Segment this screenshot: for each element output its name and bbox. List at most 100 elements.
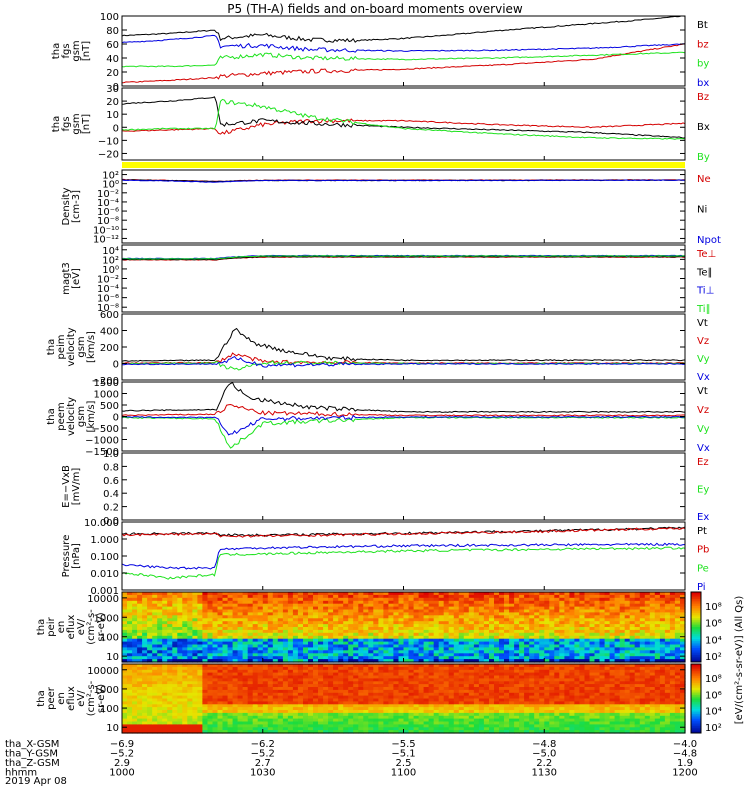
y-axis-label-2: Density[cm-3] — [61, 187, 82, 225]
y-tick-label-5-5: −1000 — [85, 436, 119, 447]
legend-4-3: Vx — [697, 372, 710, 383]
spectrogram-cell — [620, 633, 626, 637]
spectrogram-cell — [353, 615, 359, 619]
spectrogram-cell — [524, 633, 530, 637]
spectrogram-cell — [137, 650, 143, 654]
y-tick-label-4-0: 600 — [100, 310, 119, 321]
legend-6-0: Ez — [697, 457, 709, 468]
spectrogram-cell — [625, 598, 631, 602]
spectrogram-cell — [268, 598, 274, 602]
spectrogram-cell — [539, 598, 545, 602]
spectrogram-cell — [670, 615, 676, 619]
spectrogram-cell — [419, 633, 425, 637]
spectrogram-cell — [459, 598, 465, 602]
spectrogram-cell — [419, 650, 425, 654]
y-tick-label-7-0: 10.000 — [84, 518, 119, 529]
spectrogram-cell — [348, 633, 354, 637]
spectrogram-cell — [192, 633, 198, 637]
spectrogram-cell — [348, 650, 354, 654]
spectrogram-cell — [162, 633, 168, 637]
spectrogram-cell — [424, 633, 430, 637]
spectrogram-cell — [640, 633, 646, 637]
spectrogram-cell — [258, 598, 264, 602]
spectrogram-cell — [393, 633, 399, 637]
spectrogram-cell — [590, 615, 596, 619]
spectrogram-cell — [363, 650, 369, 654]
spectrogram-cell — [665, 633, 671, 637]
spectrogram-cell — [202, 633, 208, 637]
spectrogram-cell — [152, 650, 158, 654]
spectrogram-cell — [409, 598, 415, 602]
spectrogram-cell — [429, 650, 435, 654]
spectrogram-cell — [620, 615, 626, 619]
spectrogram-cell — [263, 633, 269, 637]
spectrogram-cell — [469, 598, 475, 602]
spectrogram-cell — [489, 633, 495, 637]
spectrogram-cell — [665, 650, 671, 654]
spectrogram-cell — [388, 650, 394, 654]
spectrogram-cell — [544, 650, 550, 654]
spectrogram-cell — [519, 615, 525, 619]
spectrogram-cell — [554, 615, 560, 619]
spectrogram-cell — [419, 598, 425, 602]
spectrogram-cell — [474, 633, 480, 637]
spectrogram-cell — [519, 633, 525, 637]
series-line-7-2 — [122, 547, 685, 579]
spectrogram-cell — [348, 598, 354, 602]
spectrogram-cell — [373, 615, 379, 619]
y-tick-label-1-3: 0 — [113, 123, 119, 134]
spectrogram-cell — [223, 633, 229, 637]
spectrogram-cell — [338, 615, 344, 619]
spectrogram-cell — [318, 633, 324, 637]
spectrogram-cell — [625, 615, 631, 619]
legend-5-2: Vy — [697, 424, 710, 435]
spectrogram-cell — [605, 650, 611, 654]
y-tick-label-0-2: 60 — [106, 40, 119, 51]
spectrogram-cell — [675, 650, 681, 654]
spectrogram-cell — [373, 633, 379, 637]
series-line-5-0 — [122, 383, 685, 413]
spectrogram-cell — [539, 650, 545, 654]
y-tick-label-8-3: 10 — [106, 652, 119, 663]
spectrogram-cell — [504, 633, 510, 637]
spectrogram-cell — [479, 615, 485, 619]
spectrogram-cell — [197, 633, 203, 637]
spectrogram-cell — [243, 598, 249, 602]
spectrogram-cell — [213, 598, 219, 602]
spectrogram-cell — [429, 615, 435, 619]
spectrogram-cell — [559, 615, 565, 619]
spectrogram-cell — [303, 633, 309, 637]
spectrogram-cell — [233, 615, 239, 619]
series-line-0-1 — [122, 44, 685, 83]
spectrogram-cell — [172, 598, 178, 602]
spectrogram-cell — [308, 650, 314, 654]
y-tick-label-5-2: 500 — [100, 401, 119, 412]
legend-1-1: Bx — [697, 122, 710, 133]
spectrogram-cell — [238, 633, 244, 637]
quality-flag-bar — [122, 162, 685, 168]
spectrogram-cell — [429, 598, 435, 602]
spectrogram-cell — [333, 598, 339, 602]
spectrogram-cell — [288, 598, 294, 602]
y-tick-label-6-3: 0.4 — [103, 489, 119, 500]
legend-4-2: Vy — [697, 354, 710, 365]
spectrogram-cell — [378, 615, 384, 619]
spectrogram-cell — [610, 615, 616, 619]
spectrogram-cell — [263, 650, 269, 654]
panel-frame-5 — [122, 382, 685, 451]
spectrogram-cell — [449, 598, 455, 602]
spectrogram-cell — [514, 633, 520, 637]
series-line-0-0 — [122, 16, 685, 42]
spectrogram-cell — [554, 598, 560, 602]
spectrogram-cell — [494, 633, 500, 637]
spectrogram-cell — [283, 598, 289, 602]
panel-frame-4 — [122, 314, 685, 380]
spectrogram-cell — [147, 598, 153, 602]
spectrogram-cell — [539, 615, 545, 619]
spectrogram-cell — [218, 650, 224, 654]
spectrogram-cell — [434, 615, 440, 619]
spectrogram-cell — [152, 633, 158, 637]
spectrogram-cell — [213, 650, 219, 654]
